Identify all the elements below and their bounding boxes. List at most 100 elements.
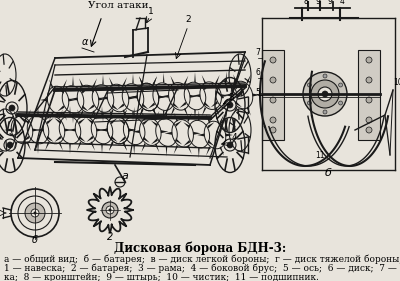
Text: 4: 4 [232,133,238,142]
Circle shape [34,212,36,214]
Polygon shape [100,128,108,132]
Polygon shape [226,133,233,137]
Polygon shape [247,74,251,84]
Circle shape [366,117,372,123]
Polygon shape [69,106,71,116]
Text: 1: 1 [148,7,154,16]
Circle shape [4,139,16,151]
Polygon shape [69,144,71,154]
Circle shape [31,209,39,217]
Polygon shape [165,132,172,135]
Polygon shape [142,85,148,92]
Polygon shape [79,118,86,124]
Circle shape [366,97,372,103]
Polygon shape [153,76,157,86]
Polygon shape [79,110,83,120]
Polygon shape [187,113,192,122]
Polygon shape [252,94,260,96]
Polygon shape [194,72,196,82]
Polygon shape [184,76,188,85]
Polygon shape [172,85,179,91]
Polygon shape [132,74,134,83]
Polygon shape [64,128,72,132]
Circle shape [318,87,332,101]
Polygon shape [226,109,227,119]
Polygon shape [175,121,182,127]
Circle shape [303,72,347,116]
Circle shape [338,83,342,87]
Polygon shape [163,73,164,83]
Polygon shape [202,107,206,116]
Text: Угол атаки: Угол атаки [88,1,148,10]
Polygon shape [215,75,220,84]
Polygon shape [91,141,95,151]
Polygon shape [151,138,158,144]
Polygon shape [59,141,63,151]
Polygon shape [172,102,179,109]
Polygon shape [221,94,229,97]
Circle shape [366,127,372,133]
Polygon shape [45,141,49,151]
Polygon shape [123,141,127,151]
Polygon shape [54,118,61,124]
Polygon shape [235,101,242,107]
Polygon shape [155,143,159,153]
Polygon shape [109,77,113,87]
Polygon shape [37,144,39,154]
Polygon shape [197,133,204,137]
Text: 2: 2 [107,232,113,242]
Polygon shape [233,106,237,116]
Polygon shape [194,110,196,120]
Circle shape [25,203,45,223]
Polygon shape [37,106,39,116]
Polygon shape [134,145,135,155]
Polygon shape [175,138,182,144]
FancyBboxPatch shape [358,50,380,140]
Circle shape [6,102,18,114]
Polygon shape [148,102,155,109]
Polygon shape [141,111,146,120]
Polygon shape [153,76,157,86]
Polygon shape [40,99,48,101]
Polygon shape [58,87,64,94]
Polygon shape [109,109,113,119]
Circle shape [227,142,233,148]
Text: 7: 7 [255,48,260,57]
Polygon shape [82,87,88,94]
Polygon shape [198,110,200,120]
Polygon shape [139,76,143,86]
Polygon shape [93,110,97,120]
Polygon shape [109,109,113,119]
Polygon shape [49,111,53,121]
FancyBboxPatch shape [262,50,284,140]
Polygon shape [143,137,150,143]
Text: а — общий вид;  б — батарея;  в — диск легкой бороны;  г — диск тяжелой бороны;: а — общий вид; б — батарея; в — диск лег… [4,254,400,264]
Text: 1 — навеска;  2 — батарея;  3 — рама;  4 — боковой брус;  5 — ось;  6 — диск;  7: 1 — навеска; 2 — батарея; 3 — рама; 4 — … [4,263,400,273]
Text: 8: 8 [303,0,308,6]
Text: 3: 3 [228,93,234,102]
Polygon shape [220,114,224,124]
Polygon shape [161,95,169,98]
Polygon shape [82,105,88,112]
Polygon shape [151,121,158,127]
Polygon shape [27,109,31,119]
Polygon shape [70,98,78,101]
Polygon shape [112,87,118,93]
Text: б: б [324,168,332,178]
Polygon shape [211,101,218,107]
Polygon shape [204,102,210,108]
Polygon shape [141,143,146,153]
Polygon shape [153,108,157,118]
Polygon shape [130,96,138,99]
Polygon shape [100,96,108,99]
Polygon shape [170,108,175,117]
Circle shape [366,57,372,63]
Text: 11: 11 [315,151,324,160]
Polygon shape [163,111,164,121]
Polygon shape [158,96,166,99]
Circle shape [9,105,15,111]
Polygon shape [166,146,167,157]
Polygon shape [93,78,97,88]
Polygon shape [139,108,143,118]
Polygon shape [134,107,135,117]
